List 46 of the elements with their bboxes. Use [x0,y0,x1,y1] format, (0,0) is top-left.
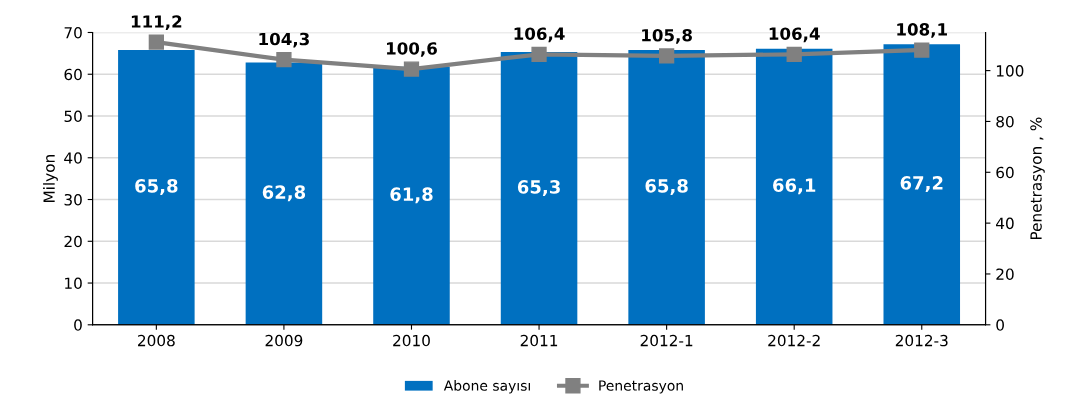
y2-tick-label: 60 [996,166,1014,179]
x-tick-label: 2010 [393,334,430,347]
y2-tick-label: 100 [996,65,1024,77]
data-label: 106,4 [514,27,565,43]
data-label: 66,1 [773,178,816,195]
x-tick-label: 2012-3 [895,334,948,347]
data-label: 65,8 [135,178,178,195]
y2-tick-label: 40 [996,217,1014,230]
y2-axis-title: Penetrasyon , % [1030,117,1045,240]
y-tick-label: 0 [74,319,82,331]
y-tick-label: 20 [64,235,82,248]
y2-tick-label: 0 [996,319,1004,331]
point [786,46,802,62]
data-label: 104,3 [259,32,309,48]
point [403,61,420,77]
y-tick-label: 60 [64,68,82,81]
point [276,52,292,68]
data-label: 65,8 [645,178,688,195]
y2-tick-label: 20 [996,268,1014,280]
data-label: 61,8 [390,187,433,204]
data-label: 65,3 [517,180,560,196]
x-tick-label: 2008 [138,334,175,347]
data-label: 67,2 [900,176,943,193]
x-tick-label: 2012-2 [768,334,820,347]
y-tick-label: 70 [64,26,82,39]
point [914,42,930,58]
data-label: 106,4 [769,27,820,43]
y-tick-label: 30 [64,193,82,206]
point [658,48,675,64]
x-tick-label: 2011 [520,334,558,347]
y2-tick-label: 80 [996,115,1014,128]
y-tick-label: 40 [64,152,82,164]
legend-label: Abone sayısı [443,380,530,394]
point [531,46,547,62]
data-label: 111,2 [131,15,182,30]
legend-label: Penetrasyon [599,380,683,394]
data-label: 105,8 [642,28,692,44]
data-label: 62,8 [262,185,306,202]
y-tick-label: 10 [65,277,82,290]
data-label: 108,1 [897,23,947,38]
data-label: 100,6 [387,42,437,57]
y-tick-label: 50 [64,110,82,123]
point [148,34,164,50]
y-axis-title: Milyon [43,155,58,203]
x-tick-label: 2009 [265,334,303,347]
x-tick-label: 2012-1 [640,334,693,347]
